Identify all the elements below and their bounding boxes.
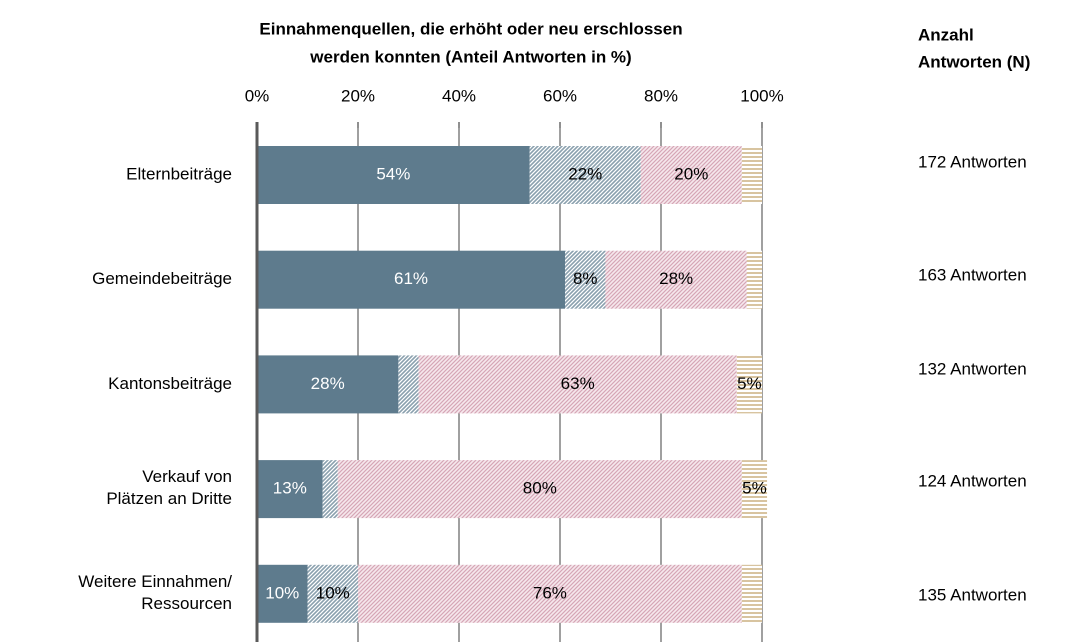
value-label: 13% xyxy=(273,479,307,498)
bar-segment xyxy=(398,355,419,414)
x-tick-label: 80% xyxy=(644,86,678,105)
bar-segment xyxy=(640,146,742,204)
value-label: 5% xyxy=(737,374,762,393)
value-label: 28% xyxy=(659,269,693,288)
bar-segment xyxy=(741,146,762,204)
x-tick-label: 40% xyxy=(442,86,476,105)
value-label: 28% xyxy=(311,374,345,393)
bar-segment xyxy=(736,355,762,414)
bar-segment xyxy=(257,460,323,519)
bar-segment xyxy=(257,250,566,309)
bar-segment xyxy=(337,460,742,519)
bar-segment xyxy=(307,564,358,623)
value-label: 10% xyxy=(265,583,299,602)
x-tick-label: 100% xyxy=(740,86,783,105)
value-label: 22% xyxy=(568,164,602,183)
bar-segment xyxy=(418,355,737,414)
value-label: 54% xyxy=(376,164,410,183)
value-label: 76% xyxy=(533,583,567,602)
value-label: 8% xyxy=(573,269,598,288)
value-label: 80% xyxy=(523,479,557,498)
bar-segment xyxy=(322,460,338,519)
n-label: 124 Antworten xyxy=(918,471,1027,490)
category-label: Verkauf von Plätzen an Dritte xyxy=(106,468,232,509)
bar-segment xyxy=(605,250,747,309)
bar-segment xyxy=(565,250,606,309)
chart-title: Einnahmenquellen, die erhöht oder neu er… xyxy=(259,19,682,38)
value-label: 63% xyxy=(561,374,595,393)
bar-segment xyxy=(529,146,641,204)
bar-segment xyxy=(741,460,768,519)
n-label: 163 Antworten xyxy=(918,265,1027,284)
value-label: 10% xyxy=(316,583,350,602)
category-label: Elternbeiträge xyxy=(126,164,232,183)
bar-segment xyxy=(257,355,399,414)
x-tick-label: 60% xyxy=(543,86,577,105)
bar-segment xyxy=(257,564,308,623)
bar-segment xyxy=(358,564,742,623)
bar-segment xyxy=(257,146,530,204)
n-label: 132 Antworten xyxy=(918,359,1027,378)
category-label: Gemeindebeiträge xyxy=(92,269,232,288)
x-tick-label: 20% xyxy=(341,86,375,105)
chart-title: werden konnten (Anteil Antworten in %) xyxy=(309,47,631,66)
n-header: Anzahl xyxy=(918,25,974,44)
category-label: Kantonsbeiträge xyxy=(108,374,232,393)
value-label: 20% xyxy=(674,164,708,183)
value-label: 61% xyxy=(394,269,428,288)
bar-segment xyxy=(741,564,762,623)
bar-segment xyxy=(746,250,762,309)
x-tick-label: 0% xyxy=(245,86,270,105)
category-label: Weitere Einnahmen/Ressourcen xyxy=(78,572,232,613)
value-label: 5% xyxy=(742,479,767,498)
n-label: 172 Antworten xyxy=(918,152,1027,171)
n-header: Antworten (N) xyxy=(918,52,1030,71)
n-label: 135 Antworten xyxy=(918,585,1027,604)
